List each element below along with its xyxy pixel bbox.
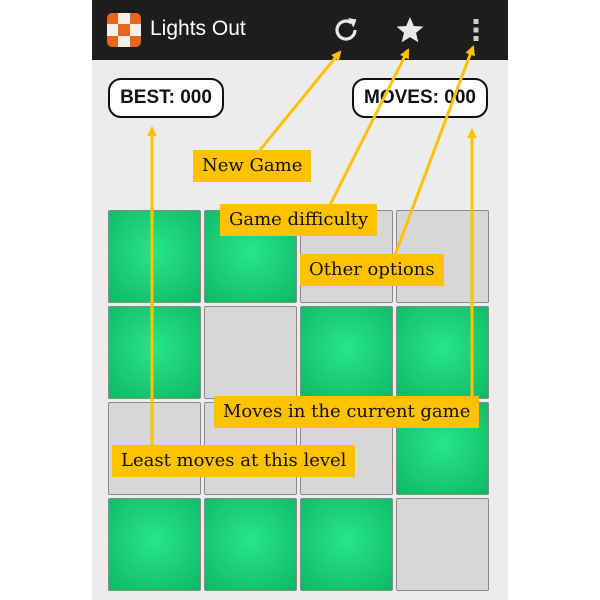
arrow-new-game	[258, 50, 342, 151]
arrow-difficulty	[328, 48, 410, 206]
callout-least-moves: Least moves at this level	[112, 445, 356, 477]
arrow-other-options	[393, 45, 475, 256]
star-icon	[396, 17, 424, 43]
light-cell[interactable]	[204, 498, 297, 591]
light-cell[interactable]	[300, 306, 393, 399]
best-score-badge: BEST: 000	[108, 78, 224, 118]
difficulty-button[interactable]	[392, 12, 428, 48]
light-cell[interactable]	[108, 210, 201, 303]
moves-counter-badge: MOVES: 000	[352, 78, 488, 118]
new-game-button[interactable]	[328, 12, 364, 48]
light-cell[interactable]	[396, 498, 489, 591]
light-cell[interactable]	[300, 498, 393, 591]
app-title: Lights Out	[150, 17, 246, 40]
callout-new-game: New Game	[193, 150, 312, 182]
callout-other-options: Other options	[300, 254, 444, 286]
app-logo	[107, 13, 141, 47]
light-cell[interactable]	[108, 498, 201, 591]
more-vertical-icon	[473, 19, 479, 41]
light-cell[interactable]	[108, 306, 201, 399]
light-cell[interactable]	[204, 306, 297, 399]
callout-moves: Moves in the current game	[214, 396, 480, 428]
callout-game-difficulty: Game difficulty	[220, 204, 378, 236]
more-options-button[interactable]	[458, 12, 494, 48]
app-bar: Lights Out	[92, 0, 508, 60]
refresh-icon	[335, 18, 357, 41]
